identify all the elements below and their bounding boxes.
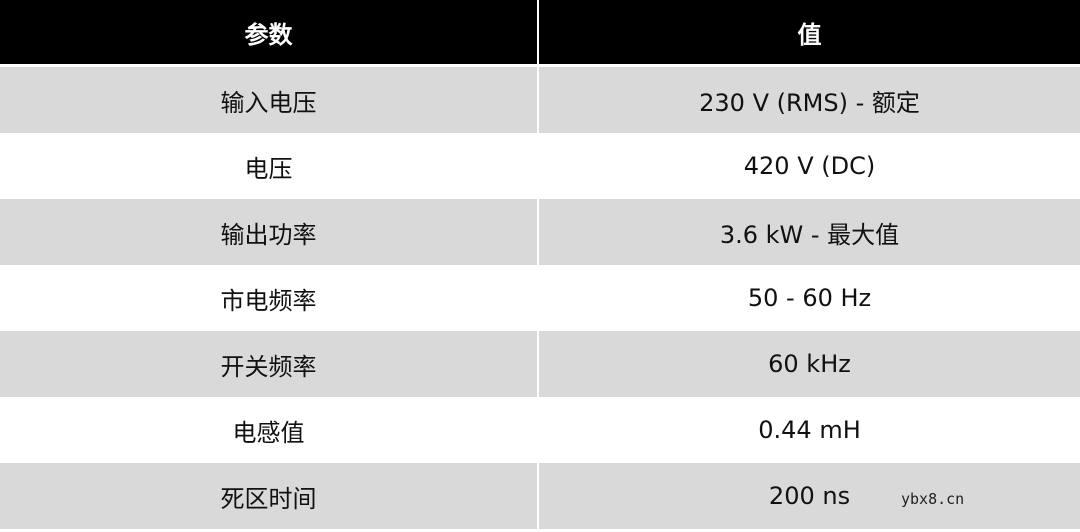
table-cell-value: 3.6 kW - 最大值 bbox=[539, 199, 1080, 265]
table-cell-param: 输入电压 bbox=[0, 67, 539, 133]
table-cell-value: 50 - 60 Hz bbox=[747, 284, 872, 312]
table-cell-value: 200 ns bbox=[539, 463, 1080, 529]
table-cell-value: 420 V (DC) bbox=[743, 152, 876, 180]
table-cell-param: 死区时间 bbox=[0, 463, 539, 529]
table-cell-value: 230 V (RMS) - 额定 bbox=[539, 67, 1080, 133]
table-cell-param: 输出功率 bbox=[0, 199, 539, 265]
table-cell-value: 60 kHz bbox=[539, 331, 1080, 397]
header-param: 参数 bbox=[0, 0, 539, 64]
table-cell-param: 电压 bbox=[0, 133, 539, 199]
header-value: 值 bbox=[539, 0, 1080, 64]
watermark: ybx8.cn bbox=[901, 490, 965, 508]
table-cell-value: 0.44 mH bbox=[758, 416, 861, 444]
table-cell-param: 开关频率 bbox=[0, 331, 539, 397]
table-cell-param: 电感值 bbox=[0, 397, 539, 463]
table-cell-param: 市电频率 bbox=[0, 265, 539, 331]
